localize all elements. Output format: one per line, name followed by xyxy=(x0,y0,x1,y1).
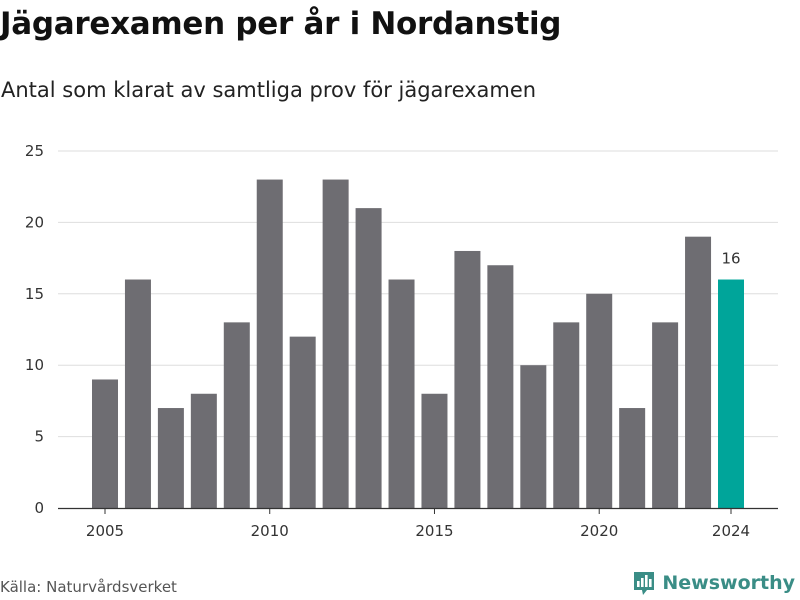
data-labels: 16 xyxy=(721,250,740,268)
bar xyxy=(92,379,118,508)
bar xyxy=(652,322,679,508)
y-tick-label: 15 xyxy=(25,285,44,303)
bar xyxy=(520,365,547,508)
brand-logo: Newsworthy xyxy=(632,570,795,596)
bar xyxy=(685,236,712,508)
bar-highlight xyxy=(718,279,744,508)
bar xyxy=(619,408,646,508)
x-axis-ticks: 2005 2010 2015 2020 2024 xyxy=(86,508,750,540)
y-tick-label: 25 xyxy=(25,142,44,160)
bar xyxy=(421,393,448,508)
y-tick-label: 20 xyxy=(25,213,44,231)
bar xyxy=(256,179,283,508)
data-label: 16 xyxy=(721,250,740,268)
bar xyxy=(553,322,580,508)
bars xyxy=(92,179,744,508)
x-tick-label: 2010 xyxy=(251,522,289,540)
bar xyxy=(388,279,415,508)
bar xyxy=(586,293,613,508)
bar xyxy=(454,250,481,508)
bar xyxy=(322,179,349,508)
x-tick-label: 2020 xyxy=(580,522,618,540)
chart-subtitle: Antal som klarat av samtliga prov för jä… xyxy=(1,78,537,102)
source-note: Källa: Naturvårdsverket xyxy=(0,578,177,596)
bar xyxy=(355,208,382,508)
bar xyxy=(223,322,250,508)
y-axis-ticks: 0 5 10 15 20 25 xyxy=(25,142,44,517)
y-tick-label: 10 xyxy=(25,356,44,374)
chart-title: Jägarexamen per år i Nordanstig xyxy=(0,6,562,42)
brand-name: Newsworthy xyxy=(662,572,795,594)
bar xyxy=(190,393,217,508)
x-tick-label: 2024 xyxy=(712,522,750,540)
y-tick-label: 0 xyxy=(34,499,44,517)
bar xyxy=(289,336,316,508)
x-tick-label: 2015 xyxy=(415,522,453,540)
bar xyxy=(487,265,514,508)
bar xyxy=(124,279,151,508)
newsworthy-logo-icon xyxy=(634,572,655,595)
bar xyxy=(157,408,184,508)
x-tick-label: 2005 xyxy=(86,522,124,540)
y-tick-label: 5 xyxy=(34,428,44,446)
